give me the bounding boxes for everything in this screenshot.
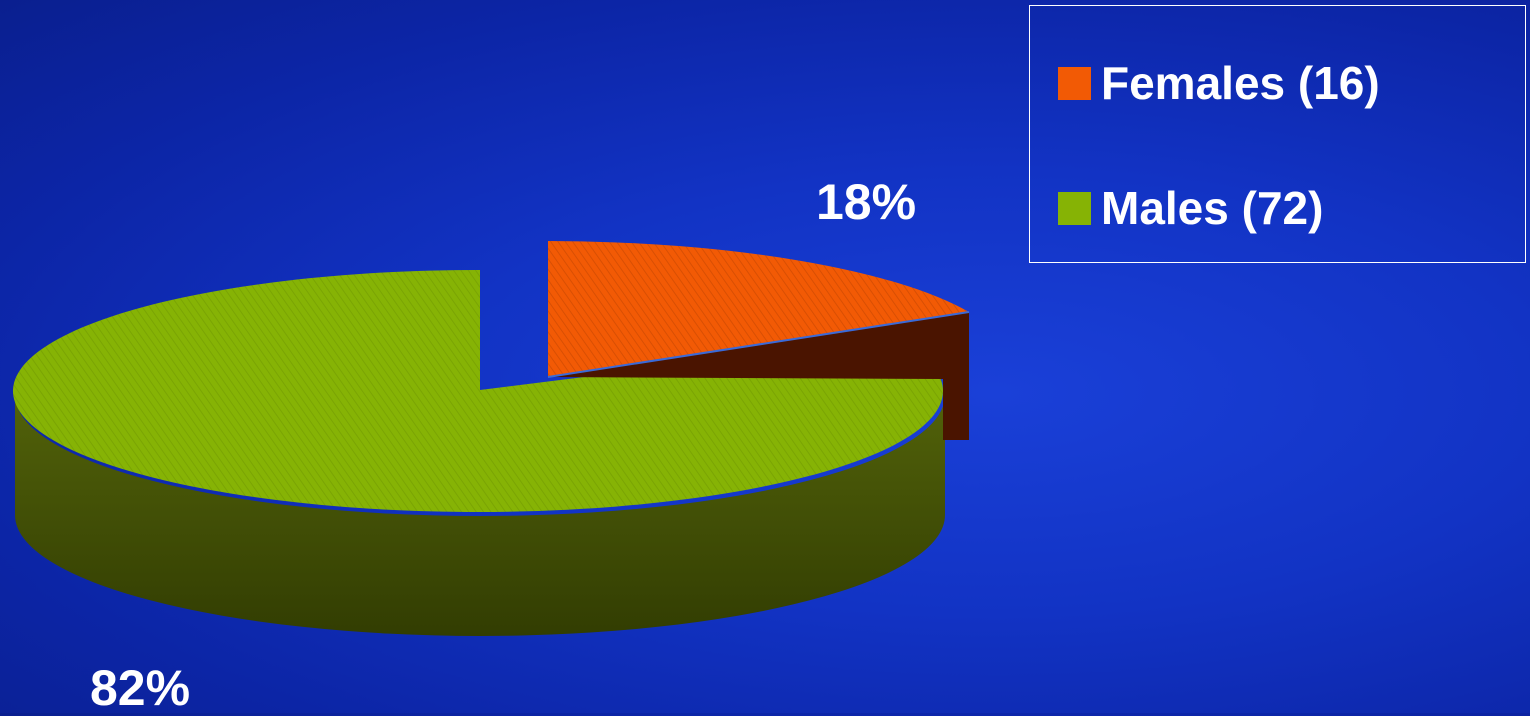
pie-label-males: 82% xyxy=(90,660,191,716)
pie-slice-females-side xyxy=(548,312,969,440)
pie-slice-males-side xyxy=(15,395,945,636)
pie-slice-females-edge xyxy=(547,311,970,378)
legend-label-females: Females (16) xyxy=(1101,57,1380,109)
legend-label-males: Males (72) xyxy=(1101,182,1324,234)
legend-swatch-females xyxy=(1058,66,1091,100)
pie-label-females: 18% xyxy=(816,174,917,230)
legend-swatch-males xyxy=(1058,191,1091,225)
pie-slice-females xyxy=(548,241,969,377)
pie-slice-males xyxy=(12,269,943,512)
legend-item-males: Males (72) xyxy=(1058,185,1323,231)
chart-legend: Females (16) Males (72) xyxy=(1029,5,1526,263)
legend-item-females: Females (16) xyxy=(1058,60,1380,106)
